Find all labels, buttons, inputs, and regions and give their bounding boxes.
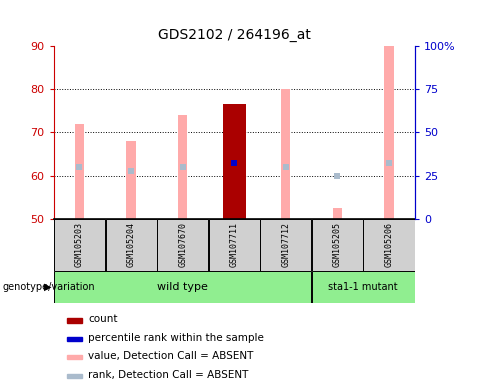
Bar: [67, 374, 82, 378]
FancyBboxPatch shape: [157, 219, 208, 271]
FancyBboxPatch shape: [105, 219, 157, 271]
FancyBboxPatch shape: [260, 219, 311, 271]
Text: GSM105203: GSM105203: [75, 222, 84, 267]
Bar: [178, 115, 187, 219]
Text: wild type: wild type: [157, 282, 208, 292]
Text: percentile rank within the sample: percentile rank within the sample: [88, 333, 264, 343]
Text: value, Detection Call = ABSENT: value, Detection Call = ABSENT: [88, 351, 254, 361]
Text: GSM107670: GSM107670: [178, 222, 187, 267]
Bar: [126, 141, 136, 219]
Text: sta1-1 mutant: sta1-1 mutant: [328, 282, 398, 292]
Title: GDS2102 / 264196_at: GDS2102 / 264196_at: [158, 28, 311, 42]
Text: rank, Detection Call = ABSENT: rank, Detection Call = ABSENT: [88, 370, 249, 380]
FancyBboxPatch shape: [54, 271, 311, 303]
FancyBboxPatch shape: [312, 219, 363, 271]
FancyBboxPatch shape: [364, 219, 414, 271]
Bar: [333, 208, 342, 219]
Bar: [75, 124, 84, 219]
Text: GSM105205: GSM105205: [333, 222, 342, 267]
Text: genotype/variation: genotype/variation: [2, 282, 95, 292]
FancyBboxPatch shape: [54, 219, 105, 271]
Text: GSM107712: GSM107712: [281, 222, 290, 267]
Bar: [385, 46, 394, 219]
Bar: [67, 318, 82, 323]
FancyBboxPatch shape: [209, 219, 260, 271]
FancyBboxPatch shape: [312, 271, 414, 303]
Bar: [223, 104, 246, 219]
Bar: [67, 337, 82, 341]
Text: GSM105206: GSM105206: [385, 222, 393, 267]
Text: ▶: ▶: [44, 282, 51, 292]
Text: GSM105204: GSM105204: [126, 222, 136, 267]
Bar: [67, 355, 82, 359]
Text: count: count: [88, 314, 118, 324]
Text: GSM107711: GSM107711: [230, 222, 239, 267]
Bar: [281, 89, 290, 219]
